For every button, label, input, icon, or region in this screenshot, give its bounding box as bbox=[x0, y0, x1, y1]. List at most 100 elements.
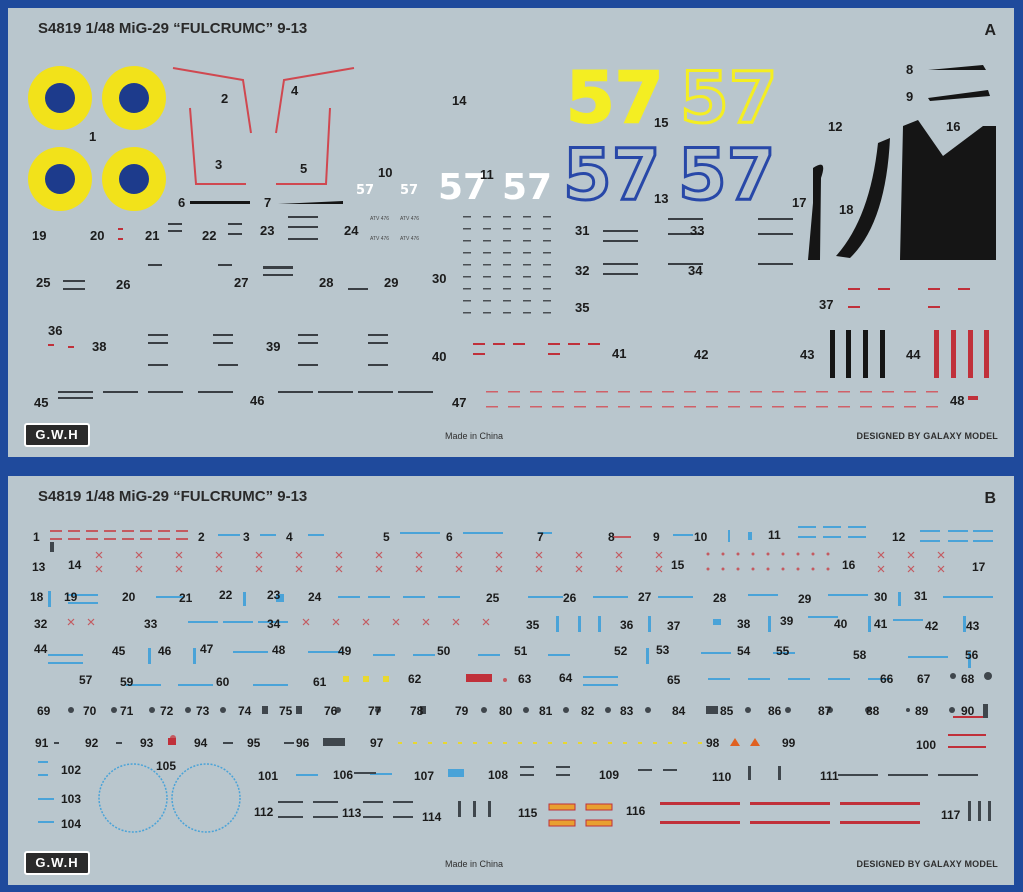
label-b-93: 93 bbox=[140, 736, 154, 750]
label-a-29: 29 bbox=[384, 275, 399, 290]
label-b-5: 5 bbox=[383, 530, 390, 544]
label-b-46: 46 bbox=[158, 644, 172, 658]
label-b-97: 97 bbox=[370, 736, 384, 750]
label-b-53: 53 bbox=[656, 643, 670, 657]
label-a-32: 32 bbox=[575, 263, 590, 278]
label-b-56: 56 bbox=[965, 648, 979, 662]
label-a-23: 23 bbox=[260, 223, 275, 238]
label-b-39: 39 bbox=[780, 614, 794, 628]
small-white-57-decal-right: 57 bbox=[400, 183, 419, 198]
label-b-59: 59 bbox=[120, 675, 134, 689]
label-b-66: 66 bbox=[880, 672, 894, 686]
label-a-8: 8 bbox=[906, 62, 914, 77]
label-a-10: 10 bbox=[378, 165, 393, 180]
label-b-65: 65 bbox=[667, 673, 681, 687]
label-b-71: 71 bbox=[120, 704, 134, 718]
label-b-54: 54 bbox=[737, 644, 751, 658]
stencil-row-47 bbox=[486, 391, 938, 408]
label-b-51: 51 bbox=[514, 644, 528, 658]
label-b-61: 61 bbox=[313, 675, 327, 689]
label-a-16: 16 bbox=[946, 119, 961, 134]
label-a-34: 34 bbox=[688, 263, 703, 278]
label-b-109: 109 bbox=[599, 768, 620, 782]
label-b-95: 95 bbox=[247, 736, 261, 750]
label-b-50: 50 bbox=[437, 644, 451, 658]
label-b-74: 74 bbox=[238, 704, 252, 718]
label-b-1: 1 bbox=[33, 530, 40, 544]
label-b-30: 30 bbox=[874, 590, 888, 604]
label-a-18: 18 bbox=[839, 202, 854, 217]
label-b-23: 23 bbox=[267, 588, 281, 602]
label-b-72: 72 bbox=[160, 704, 174, 718]
blue-circle-decal-1 bbox=[98, 763, 168, 833]
label-b-62: 62 bbox=[408, 672, 422, 686]
label-b-106: 106 bbox=[333, 768, 354, 782]
tiny-marking-4: ATV 476 bbox=[400, 236, 420, 242]
tiny-marking-1: ATV 476 bbox=[370, 216, 390, 222]
gwh-logo: G.W.H bbox=[24, 423, 90, 447]
label-b-81: 81 bbox=[539, 704, 553, 718]
made-in-china-a: Made in China bbox=[445, 431, 504, 441]
white-57-decal-left: 57 bbox=[438, 167, 489, 208]
label-b-63: 63 bbox=[518, 672, 532, 686]
label-b-24: 24 bbox=[308, 590, 322, 604]
red-x-stencils bbox=[67, 551, 945, 626]
label-b-64: 64 bbox=[559, 671, 573, 685]
label-b-8: 8 bbox=[608, 530, 615, 544]
label-b-87: 87 bbox=[818, 704, 832, 718]
label-a-14: 14 bbox=[452, 93, 467, 108]
label-b-27: 27 bbox=[638, 590, 652, 604]
white-57-decal-right: 57 bbox=[502, 167, 553, 208]
tiny-marking-2: ATV 476 bbox=[400, 216, 420, 222]
label-b-17: 17 bbox=[972, 560, 986, 574]
label-b-100: 100 bbox=[916, 738, 937, 752]
label-b-76: 76 bbox=[324, 704, 338, 718]
grey-stencils-b bbox=[50, 542, 992, 821]
label-b-57: 57 bbox=[79, 673, 93, 687]
roundel-decals bbox=[28, 66, 166, 211]
label-b-26: 26 bbox=[563, 591, 577, 605]
label-a-25: 25 bbox=[36, 275, 51, 290]
label-a-35: 35 bbox=[575, 300, 590, 315]
yellow-stencil-row bbox=[343, 676, 702, 744]
label-b-16: 16 bbox=[842, 558, 856, 572]
label-b-78: 78 bbox=[410, 704, 424, 718]
blue-57-decal-left: 57 bbox=[561, 134, 661, 216]
label-a-42: 42 bbox=[694, 347, 709, 362]
label-b-33: 33 bbox=[144, 617, 158, 631]
label-a-37: 37 bbox=[819, 297, 834, 312]
label-b-69: 69 bbox=[37, 704, 51, 718]
label-b-29: 29 bbox=[798, 592, 812, 606]
label-a-9: 9 bbox=[906, 89, 914, 104]
label-a-31: 31 bbox=[575, 223, 590, 238]
label-a-19: 19 bbox=[32, 228, 47, 243]
small-white-57-decal-left: 57 bbox=[356, 183, 375, 198]
decal-sheet-a: S4819 1/48 MiG-29 “FULCRUMC” 9-13 A bbox=[8, 8, 1014, 457]
label-a-40: 40 bbox=[432, 349, 447, 364]
label-b-86: 86 bbox=[768, 704, 782, 718]
label-b-80: 80 bbox=[499, 704, 513, 718]
yellow-57-decal-left: 57 bbox=[565, 57, 664, 139]
label-b-88: 88 bbox=[866, 704, 880, 718]
sheet-b-artwork bbox=[38, 526, 993, 833]
designed-by-a: DESIGNED BY GALAXY MODEL bbox=[856, 431, 998, 441]
label-b-101: 101 bbox=[258, 769, 279, 783]
label-b-70: 70 bbox=[83, 704, 97, 718]
label-b-43: 43 bbox=[966, 619, 980, 633]
red-long-stripes bbox=[168, 674, 986, 824]
red-bar-decals bbox=[934, 330, 989, 378]
label-b-114: 114 bbox=[422, 810, 442, 824]
label-a-21: 21 bbox=[145, 228, 160, 243]
gwh-logo-b: G.W.H bbox=[24, 851, 90, 875]
stencil-grid-30 bbox=[463, 216, 551, 314]
label-a-17: 17 bbox=[792, 195, 807, 210]
label-a-22: 22 bbox=[202, 228, 217, 243]
label-a-39: 39 bbox=[266, 339, 281, 354]
label-b-36: 36 bbox=[620, 618, 634, 632]
label-a-24: 24 bbox=[344, 223, 359, 238]
label-b-10: 10 bbox=[694, 530, 708, 544]
label-a-48: 48 bbox=[950, 393, 965, 408]
label-b-89: 89 bbox=[915, 704, 929, 718]
label-b-21: 21 bbox=[179, 591, 193, 605]
sheet-a-artwork bbox=[28, 65, 996, 408]
